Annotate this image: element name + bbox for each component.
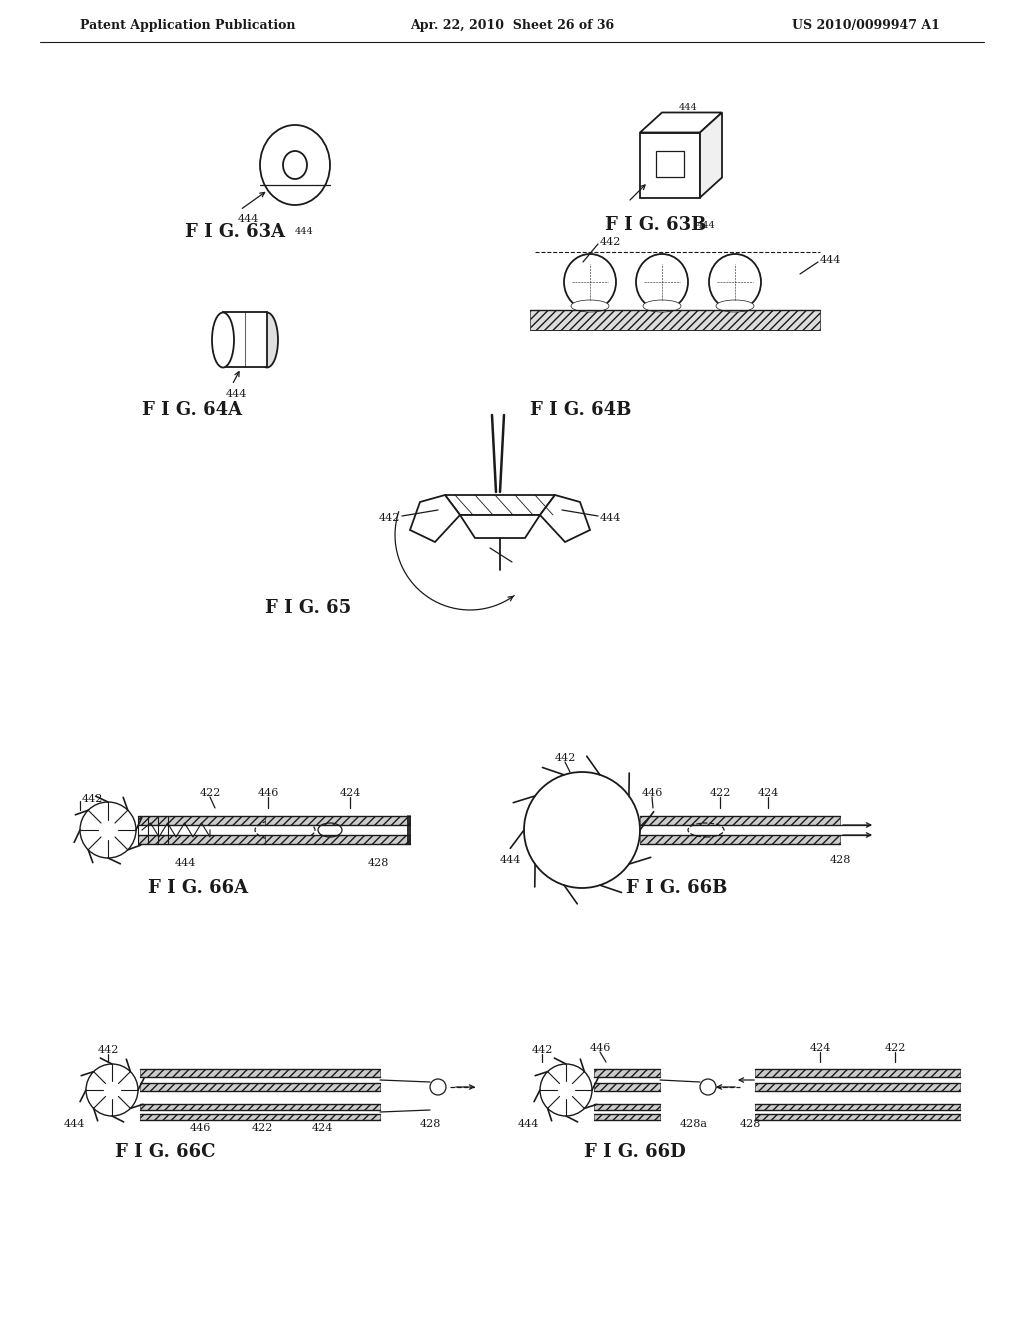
Text: F I G. 66A: F I G. 66A <box>148 879 248 898</box>
Polygon shape <box>445 495 555 515</box>
Bar <box>640 132 700 198</box>
Text: 442: 442 <box>531 1045 553 1055</box>
Text: 444: 444 <box>500 855 520 865</box>
Text: F I G. 64B: F I G. 64B <box>530 401 632 418</box>
Bar <box>656 150 684 177</box>
Bar <box>138 816 265 825</box>
Text: 422: 422 <box>710 788 731 799</box>
Polygon shape <box>460 515 540 539</box>
Bar <box>138 836 265 843</box>
Text: US 2010/0099947 A1: US 2010/0099947 A1 <box>793 18 940 32</box>
Polygon shape <box>640 112 722 132</box>
Circle shape <box>540 1064 592 1115</box>
Text: F I G. 66B: F I G. 66B <box>626 879 727 898</box>
Text: 444: 444 <box>820 255 842 265</box>
Text: 424: 424 <box>758 788 778 799</box>
Ellipse shape <box>571 300 609 312</box>
Bar <box>265 836 410 843</box>
Text: 428: 428 <box>368 858 389 869</box>
Text: 444: 444 <box>63 1119 85 1129</box>
Text: 444: 444 <box>225 389 247 399</box>
Bar <box>265 816 410 825</box>
Text: F I G. 66C: F I G. 66C <box>115 1143 215 1162</box>
Bar <box>755 1114 961 1119</box>
Text: 442: 442 <box>82 795 103 804</box>
Bar <box>594 1082 660 1092</box>
Bar <box>640 836 840 843</box>
Bar <box>594 1114 660 1119</box>
Bar <box>140 1069 380 1077</box>
Bar <box>140 1114 380 1119</box>
Text: 444: 444 <box>600 513 622 523</box>
Text: 444: 444 <box>697 220 716 230</box>
Text: 444: 444 <box>517 1119 539 1129</box>
Text: 428: 428 <box>829 855 851 865</box>
Text: F I G. 65: F I G. 65 <box>265 599 351 616</box>
Text: 424: 424 <box>339 788 360 799</box>
Text: 442: 442 <box>600 238 622 247</box>
Text: 428: 428 <box>419 1119 440 1129</box>
Text: F I G. 63A: F I G. 63A <box>185 223 285 242</box>
Bar <box>140 1082 380 1092</box>
Text: 444: 444 <box>238 214 259 224</box>
Bar <box>140 1104 380 1110</box>
Text: 428a: 428a <box>680 1119 708 1129</box>
Text: Apr. 22, 2010  Sheet 26 of 36: Apr. 22, 2010 Sheet 26 of 36 <box>410 18 614 32</box>
Text: F I G. 64A: F I G. 64A <box>142 401 242 418</box>
Polygon shape <box>540 495 590 543</box>
Bar <box>594 1104 660 1110</box>
Bar <box>755 1069 961 1077</box>
Ellipse shape <box>212 313 234 367</box>
Ellipse shape <box>716 300 754 312</box>
Text: 442: 442 <box>97 1045 119 1055</box>
Text: 442: 442 <box>379 513 400 523</box>
Bar <box>640 816 840 825</box>
Text: 446: 446 <box>257 788 279 799</box>
Text: Patent Application Publication: Patent Application Publication <box>80 18 296 32</box>
Text: 428: 428 <box>739 1119 761 1129</box>
Text: 422: 422 <box>251 1123 272 1133</box>
Text: 446: 446 <box>641 788 663 799</box>
Text: 424: 424 <box>809 1043 830 1053</box>
Text: 444: 444 <box>679 103 697 111</box>
Text: 444: 444 <box>174 858 196 869</box>
Text: 444: 444 <box>295 227 313 236</box>
Text: 422: 422 <box>200 788 221 799</box>
Circle shape <box>524 772 640 888</box>
Text: F I G. 63B: F I G. 63B <box>605 216 707 234</box>
Text: 442: 442 <box>554 752 575 763</box>
Polygon shape <box>410 495 460 543</box>
Bar <box>755 1104 961 1110</box>
Bar <box>755 1082 961 1092</box>
Ellipse shape <box>643 300 681 312</box>
Bar <box>594 1069 660 1077</box>
Text: 422: 422 <box>885 1043 905 1053</box>
Ellipse shape <box>256 313 278 367</box>
Circle shape <box>86 1064 138 1115</box>
Text: 446: 446 <box>590 1043 610 1053</box>
Circle shape <box>80 803 136 858</box>
Text: 446: 446 <box>189 1123 211 1133</box>
Text: F I G. 66D: F I G. 66D <box>584 1143 686 1162</box>
Polygon shape <box>700 112 722 198</box>
Bar <box>530 310 820 330</box>
Bar <box>223 312 267 367</box>
Text: 424: 424 <box>311 1123 333 1133</box>
